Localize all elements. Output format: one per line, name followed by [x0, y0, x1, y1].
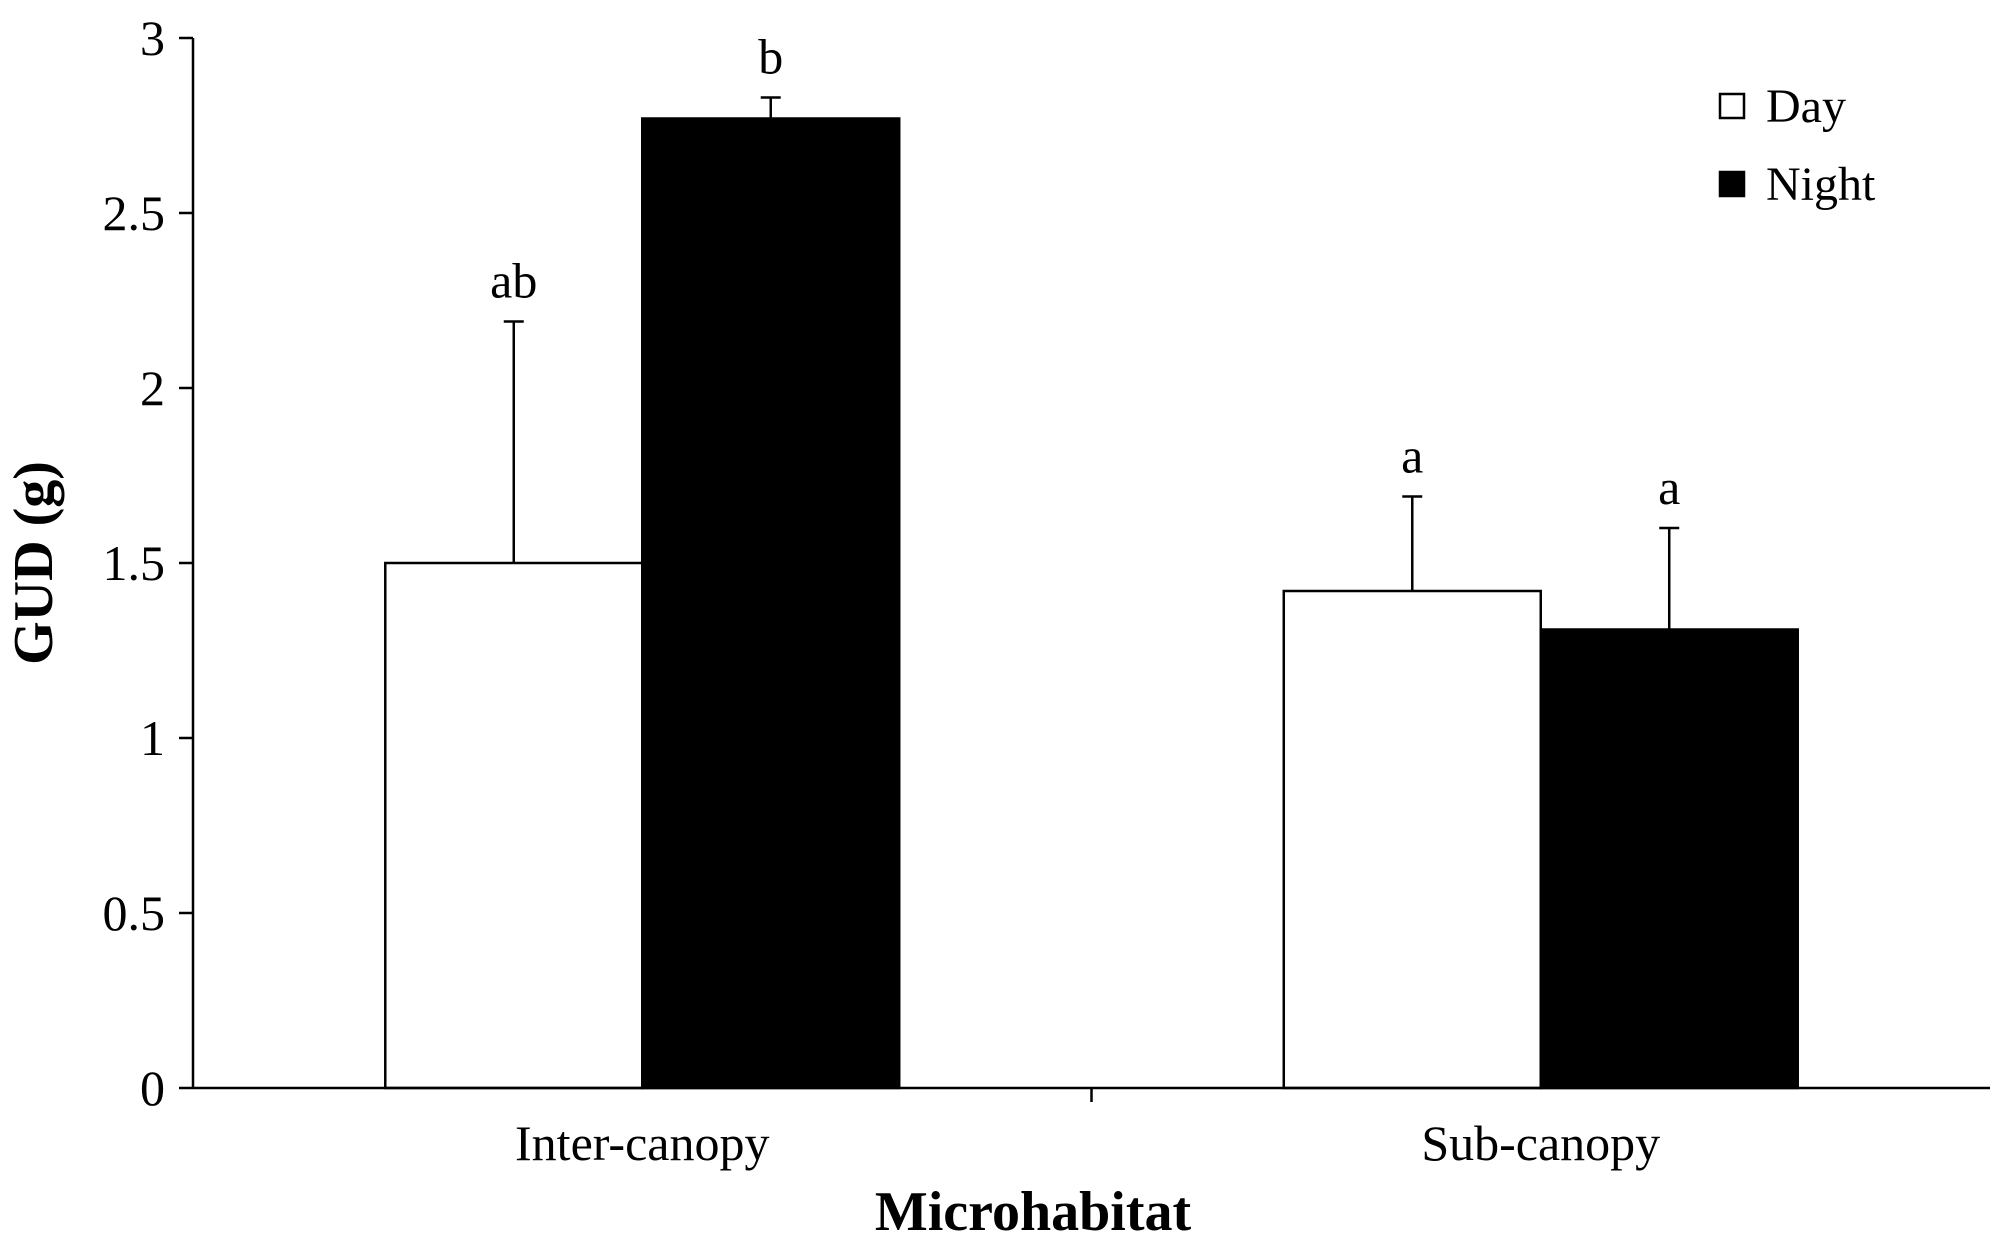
- bar-day-0: [384, 561, 644, 1090]
- y-tick-label: 0.5: [103, 885, 166, 941]
- significance-letter: a: [1401, 428, 1423, 484]
- significance-letter: ab: [490, 253, 537, 309]
- bar-night-1: [1539, 628, 1799, 1090]
- legend-label-day: Day: [1766, 80, 1846, 133]
- legend-label-night: Night: [1766, 158, 1876, 211]
- x-tick-label: Inter-canopy: [515, 1115, 769, 1171]
- plot-area: ab b a a: [384, 29, 1799, 1090]
- significance-letter: b: [758, 29, 783, 85]
- y-tick-label: 1.5: [103, 535, 166, 591]
- x-tick-label: Sub-canopy: [1421, 1115, 1660, 1171]
- y-axis-title: GUD (g): [3, 461, 65, 665]
- significance-letter: a: [1658, 459, 1680, 515]
- x-axis-title: Microhabitat: [875, 1181, 1192, 1243]
- y-tick-label: 2.5: [103, 185, 166, 241]
- y-tick-label: 2: [140, 360, 165, 416]
- x-axis-ticks: Inter-canopy Sub-canopy: [515, 1088, 1660, 1171]
- y-tick-label: 1: [140, 710, 165, 766]
- bar-night-0: [641, 117, 901, 1090]
- bar-day-1: [1282, 589, 1543, 1090]
- y-tick-label: 3: [140, 10, 165, 66]
- legend-swatch-day: [1718, 92, 1746, 120]
- y-axis-ticks: 0 0.5 1 1.5 2 2.5 3: [103, 10, 193, 1116]
- legend-swatch-night: [1718, 170, 1746, 198]
- legend: Day Night: [1718, 80, 1876, 211]
- y-tick-label: 0: [140, 1060, 165, 1116]
